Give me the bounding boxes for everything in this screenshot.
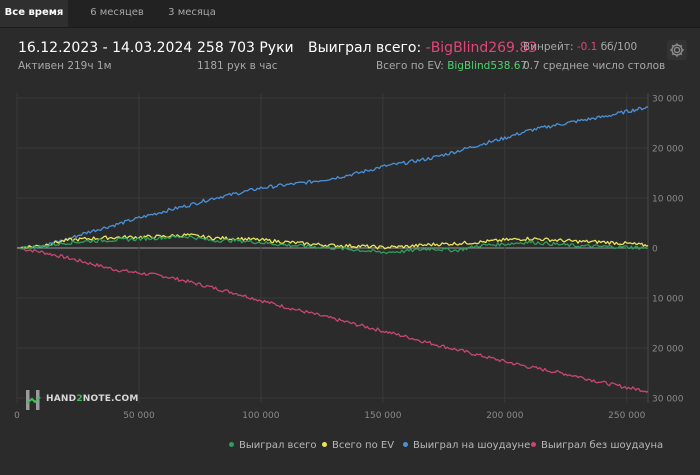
- range-tabs: Все время 6 месяцев 3 месяца: [0, 0, 700, 28]
- tab-6-months[interactable]: 6 месяцев: [90, 7, 144, 18]
- x-tick-label: 200 000: [486, 411, 523, 421]
- hand2note-logo-icon: [26, 390, 41, 410]
- x-tick-label: 50 000: [123, 411, 155, 421]
- settings-button[interactable]: [667, 40, 687, 60]
- y-tick-label: 30 000: [652, 395, 684, 405]
- legend-ev[interactable]: Всего по EV: [322, 440, 394, 454]
- x-tick-label: 100 000: [242, 411, 279, 421]
- total-won-value: -BigBlind269.83: [425, 40, 538, 56]
- total-won: Выиграл всего: -BigBlind269.83: [308, 40, 537, 56]
- x-tick-label: 150 000: [364, 411, 401, 421]
- hands-count: 258 703 Руки: [197, 40, 294, 56]
- y-tick-label: 20 000: [652, 345, 684, 355]
- winrate-unit: бб/100: [600, 41, 638, 53]
- total-won-label: Выиграл всего:: [308, 40, 422, 56]
- winrate: Винрейт: -0.1 бб/100: [523, 41, 637, 53]
- legend-nonshowdown-label: Выиграл без шоудауна: [541, 440, 664, 451]
- tab-3-months[interactable]: 3 месяца: [168, 7, 216, 18]
- profit-chart: 30 000 20 000 10 000 0 10 000 20 000 30 000 0 50…: [14, 93, 684, 421]
- legend-showdown-label: Выиграл на шоудауне: [413, 440, 531, 451]
- series-line-won: [16, 234, 649, 255]
- ev-total: Всего по EV: BigBlind538.67: [376, 60, 527, 72]
- avg-tables: 0.7 среднее число столов: [523, 60, 666, 72]
- hands-per-hour: 1181 рук в час: [197, 60, 278, 72]
- y-tick-label: 10 000: [652, 195, 684, 205]
- y-tick-label: 10 000: [652, 295, 684, 305]
- summary-header: 16.12.2023 - 14.03.2024 Активен 219ч 1м …: [0, 27, 700, 87]
- winrate-label: Винрейт:: [523, 41, 574, 53]
- legend-won[interactable]: Выиграл всего: [229, 440, 316, 454]
- winrate-value: -0.1: [576, 41, 598, 53]
- gear-icon: [670, 43, 684, 57]
- chart-area: 30 000 20 000 10 000 0 10 000 20 000 30 000 0 50…: [0, 88, 700, 471]
- x-tick-label: 0: [14, 411, 20, 421]
- date-range: 16.12.2023 - 14.03.2024: [18, 40, 193, 56]
- legend-showdown[interactable]: Выиграл на шоудауне: [403, 440, 530, 454]
- series-line-nonshowdown: [16, 247, 649, 393]
- series-line-ev: [16, 233, 649, 250]
- legend-won-marker: [229, 441, 234, 447]
- active-time: Активен 219ч 1м: [18, 60, 112, 72]
- y-tick-label: 0: [652, 245, 658, 255]
- legend-ev-marker: [322, 441, 327, 447]
- series-line-showdown: [16, 106, 649, 250]
- legend-nonshowdown[interactable]: Выиграл без шоудауна: [531, 440, 663, 454]
- hand2note-logo: HAND2NOTE.COM: [24, 389, 138, 411]
- legend-ev-label: Всего по EV: [332, 440, 395, 451]
- ev-total-value: BigBlind538.67: [447, 60, 528, 72]
- legend-won-label: Выиграл всего: [239, 440, 317, 451]
- y-tick-label: 30 000: [652, 95, 684, 105]
- y-tick-label: 20 000: [652, 145, 684, 155]
- legend-showdown-marker: [403, 441, 408, 447]
- x-tick-label: 250 000: [608, 411, 645, 421]
- ev-total-label: Всего по EV:: [376, 60, 444, 72]
- legend-nonshowdown-marker: [531, 441, 536, 447]
- hand2note-logo-text: HAND2NOTE.COM: [46, 394, 139, 404]
- tab-all-time[interactable]: Все время: [0, 0, 68, 27]
